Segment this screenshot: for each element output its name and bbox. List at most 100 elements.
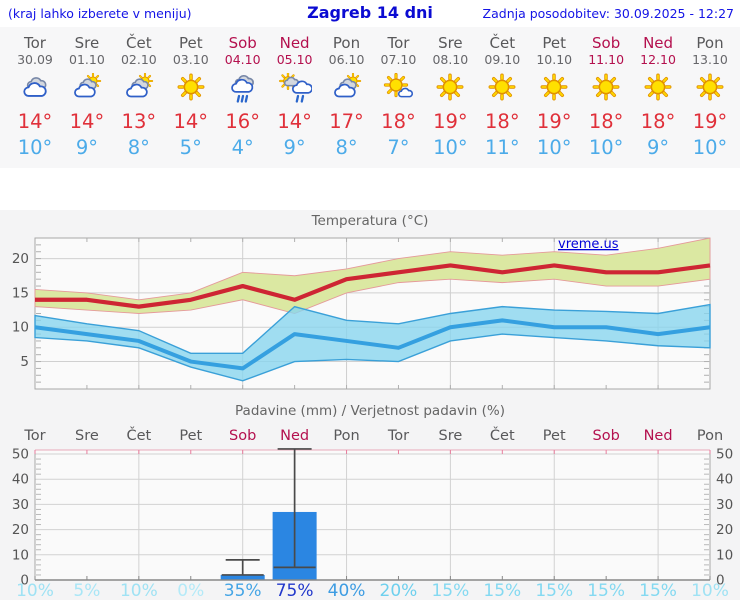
precipitation-chart-title: Padavine (mm) / Verjetnost padavin (%) <box>235 403 505 419</box>
precip-day-label: Ned <box>280 428 310 444</box>
precip-day-label: Sre <box>75 428 99 444</box>
cloudy-weather-icon <box>18 73 52 103</box>
sun-weather-icon <box>485 73 519 103</box>
max-temp-label: 18° <box>381 110 416 133</box>
sun-weather-icon <box>537 73 571 103</box>
forecast-day-column[interactable]: Čet 09.10 18° 11° <box>476 27 528 168</box>
day-name-label: Tor <box>387 34 410 52</box>
day-date-label: 12.10 <box>640 52 676 67</box>
max-temp-label: 14° <box>277 110 312 133</box>
max-temp-label: 19° <box>433 110 468 133</box>
sun-weather-icon <box>693 73 727 103</box>
forecast-day-column[interactable]: Čet 02.10 13° 8° <box>113 27 165 168</box>
watermark-link[interactable]: vreme.us <box>558 237 619 252</box>
precip-day-label: Sre <box>438 428 463 444</box>
precip-day-label: Pon <box>333 428 360 444</box>
precip-axis-tick-label: 10 <box>716 547 733 563</box>
page-title: Zagreb 14 dni <box>307 3 433 22</box>
min-temp-label: 5° <box>179 136 202 159</box>
day-date-label: 02.10 <box>120 52 157 67</box>
forecast-day-column[interactable]: Pon 06.10 17° 8° <box>321 27 373 168</box>
max-temp-label: 18° <box>588 110 624 133</box>
forecast-day-column[interactable]: Ned 12.10 18° 9° <box>632 27 684 168</box>
precip-probability-label: 5% <box>73 581 101 601</box>
max-temp-label: 14° <box>69 110 105 133</box>
precip-probability-label: 15% <box>639 581 677 601</box>
precip-probability-label: 40% <box>327 581 366 601</box>
day-name-label: Ned <box>643 34 674 52</box>
forecast-day-column[interactable]: Pon 13.10 19° 10° <box>684 27 736 168</box>
forecast-day-column[interactable]: Pet 10.10 19° 10° <box>528 27 580 168</box>
precip-probability-label: 15% <box>535 581 574 601</box>
forecast-strip: Tor 30.09 14° 10° Sre 01.10 14° 9° Čet 02.10 13° 8°… <box>0 27 740 168</box>
day-date-label: 13.10 <box>692 52 728 67</box>
precip-probability-label: 15% <box>483 581 522 601</box>
forecast-day-column[interactable]: Ned 05.10 14° 9° <box>269 27 321 168</box>
forecast-day-column[interactable]: Sre 08.10 19° 10° <box>424 27 476 168</box>
precip-probability-label: 75% <box>275 581 314 601</box>
precip-axis-tick-label: 40 <box>12 472 29 488</box>
day-name-label: Sre <box>438 34 463 52</box>
precip-probability-label: 15% <box>587 581 626 601</box>
day-name-label: Ned <box>279 34 310 52</box>
sunrain-weather-icon <box>278 73 312 103</box>
temp-axis-tick-label: 20 <box>12 251 29 267</box>
sun-weather-icon <box>174 73 208 103</box>
precip-day-label: Tor <box>387 428 410 444</box>
max-temp-label: 14° <box>17 110 53 133</box>
day-date-label: 09.10 <box>484 52 521 67</box>
min-temp-label: 10° <box>588 136 624 159</box>
min-temp-label: 10° <box>536 136 572 159</box>
min-temp-label: 9° <box>283 136 306 159</box>
min-temp-label: 10° <box>433 136 468 159</box>
day-date-label: 04.10 <box>224 52 261 67</box>
precip-day-label: Sob <box>229 428 257 444</box>
max-temp-label: 14° <box>173 110 209 133</box>
day-name-label: Sre <box>74 34 100 52</box>
min-temp-label: 8° <box>127 136 150 159</box>
precip-day-label: Čet <box>489 428 515 444</box>
day-date-label: 01.10 <box>69 52 105 67</box>
precipitation-chart: 0 0 10 10 20 20 30 30 40 40 50 50 <box>12 447 733 586</box>
day-name-label: Sob <box>592 34 621 52</box>
precip-axis-tick-label: 20 <box>716 522 733 538</box>
rain-weather-icon <box>226 73 260 103</box>
last-update-label: Zadnja posodobitev: 30.09.2025 - 12:27 <box>482 6 734 21</box>
day-date-label: 10.10 <box>536 52 573 67</box>
day-name-label: Pon <box>332 34 361 52</box>
day-name-label: Pon <box>696 34 724 52</box>
min-temp-label: 9° <box>75 136 98 159</box>
forecast-day-column[interactable]: Tor 07.10 18° 7° <box>372 27 424 168</box>
day-date-label: 05.10 <box>276 52 313 67</box>
forecast-day-column[interactable]: Pet 03.10 14° 5° <box>165 27 217 168</box>
precip-day-label: Tor <box>24 428 46 444</box>
precip-axis-tick-label: 40 <box>716 472 733 488</box>
forecast-day-column[interactable]: Tor 30.09 14° 10° <box>9 27 61 168</box>
partly-weather-icon <box>122 73 156 103</box>
max-temp-label: 18° <box>485 110 520 133</box>
day-date-label: 11.10 <box>588 52 625 67</box>
forecast-day-column[interactable]: Sob 11.10 18° 10° <box>580 27 632 168</box>
min-temp-label: 7° <box>387 136 410 159</box>
day-date-label: 03.10 <box>172 52 209 67</box>
precip-axis-tick-label: 30 <box>12 497 29 513</box>
precip-probability-label: 10% <box>119 581 158 601</box>
precip-day-label: Pet <box>542 428 566 444</box>
day-date-label: 07.10 <box>380 52 417 67</box>
min-temp-label: 8° <box>335 136 358 159</box>
min-temp-label: 9° <box>646 136 670 159</box>
precip-axis-tick-label: 50 <box>716 447 733 463</box>
precip-axis-tick-label: 20 <box>12 522 29 538</box>
sun-weather-icon <box>589 73 623 103</box>
precip-axis-tick-label: 30 <box>716 497 733 513</box>
precip-probability-label: 10% <box>691 581 729 601</box>
sun-weather-icon <box>641 73 675 103</box>
suncloud-weather-icon <box>381 73 415 103</box>
day-name-label: Sob <box>228 34 257 52</box>
forecast-day-column[interactable]: Sob 04.10 16° 4° <box>217 27 269 168</box>
temp-axis-tick-label: 15 <box>12 285 29 301</box>
temperature-chart-title: Temperatura (°C) <box>311 213 429 229</box>
precip-day-label: Pon <box>696 428 724 444</box>
forecast-day-column[interactable]: Sre 01.10 14° 9° <box>61 27 113 168</box>
precip-axis-tick-label: 10 <box>12 547 29 563</box>
